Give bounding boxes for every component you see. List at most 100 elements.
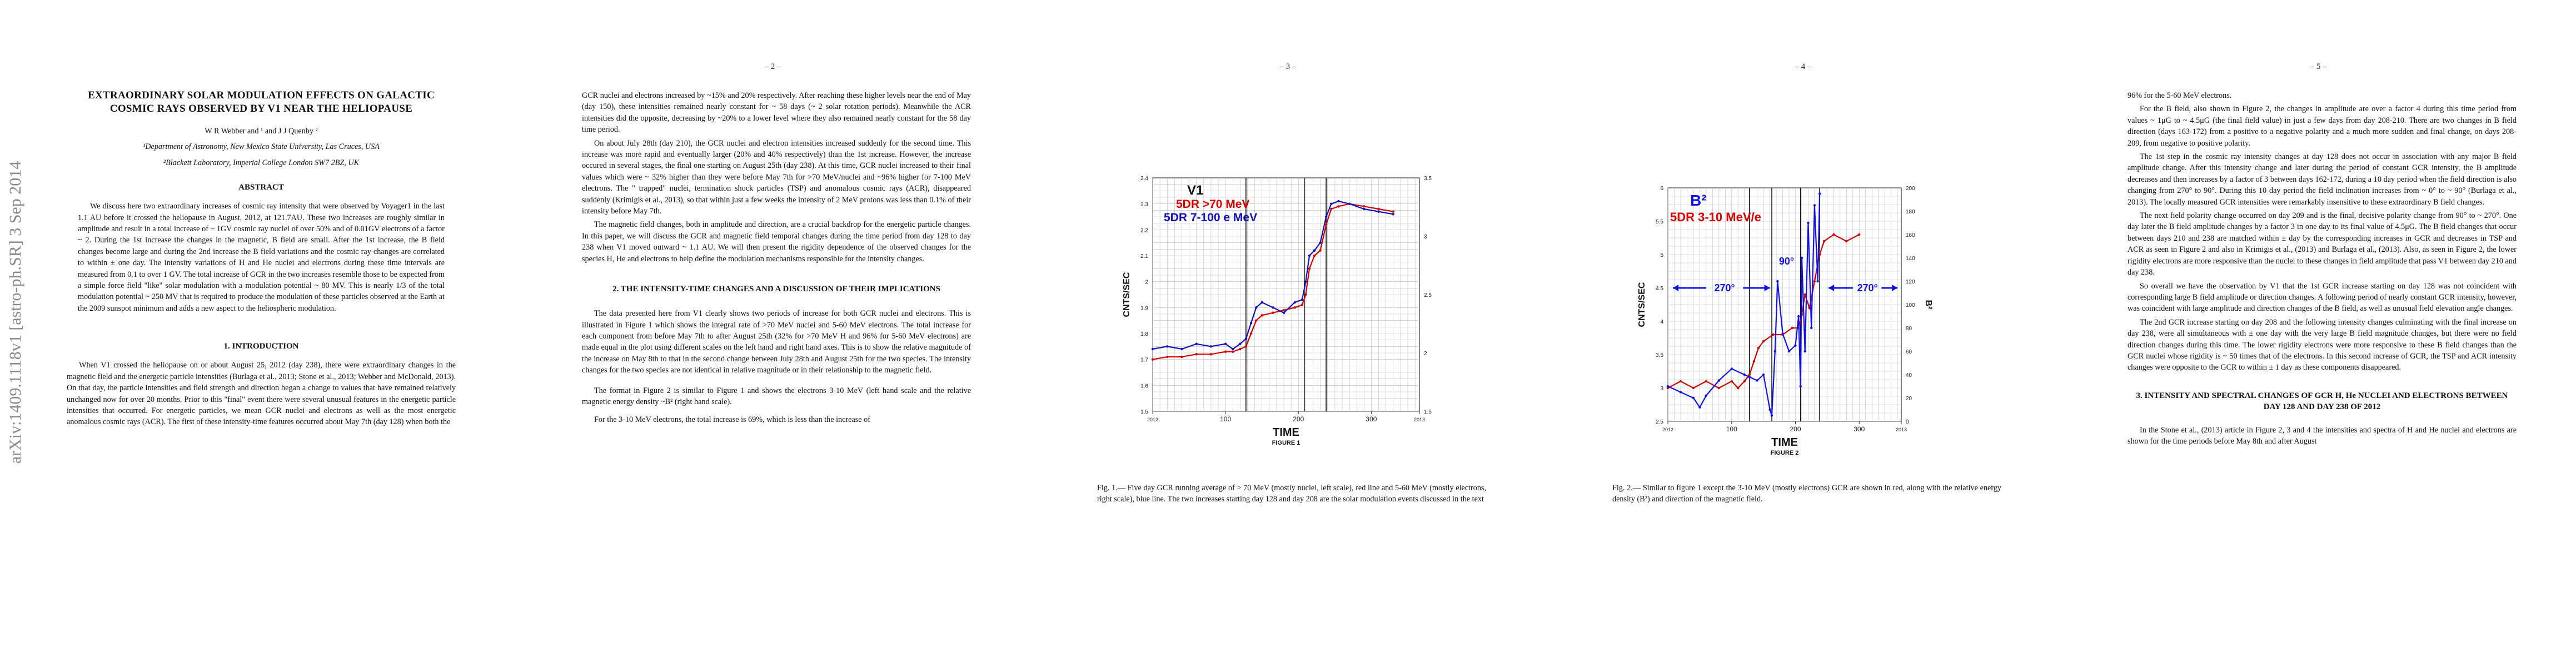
- abstract-text: We discuss here two extraordinary increa…: [78, 202, 445, 313]
- y-left-tick-label: 5.5: [1656, 219, 1663, 225]
- data-point: [1249, 332, 1253, 335]
- data-point: [1304, 280, 1307, 283]
- page1-column: EXTRAORDINARY SOLAR MODULATION EFFECTS O…: [67, 89, 456, 430]
- data-point: [1743, 380, 1746, 383]
- paragraph: In the Stone et al., (2013) article in F…: [2127, 425, 2517, 446]
- y-left-tick-label: 1.6: [1140, 383, 1148, 389]
- page2-column: GCR nuclei and electrons increased by ~1…: [582, 90, 971, 428]
- data-point: [1705, 380, 1708, 383]
- data-point: [1845, 240, 1848, 243]
- data-point: [1363, 205, 1366, 208]
- x-axis-label: TIME: [1771, 436, 1798, 449]
- data-point: [1337, 200, 1340, 203]
- y-left-tick-label: 1.7: [1140, 357, 1148, 364]
- data-point: [1666, 385, 1670, 388]
- y-left-tick-label: 2.5: [1656, 419, 1663, 425]
- y-left-tick-label: 1.5: [1140, 409, 1148, 415]
- paragraph: 96% for the 5-60 MeV electrons.: [2127, 91, 2232, 100]
- data-point: [1692, 396, 1695, 400]
- y-left-tick-label: 5: [1660, 252, 1663, 258]
- data-point: [1249, 322, 1253, 325]
- data-point: [1324, 223, 1328, 226]
- figure-1: 2012 100 200 300 2013 1.5 1.6 1.7 1.8 1.9 2 2.1 2.2 2…: [1086, 167, 1486, 470]
- data-point: [1244, 345, 1248, 348]
- data-point: [1195, 353, 1198, 356]
- data-point: [1757, 346, 1760, 350]
- direction-arrowhead: [1892, 285, 1898, 291]
- paragraph: The next field polarity change occurred …: [2127, 211, 2517, 277]
- direction-label: 270°: [1857, 282, 1878, 293]
- data-point: [1810, 326, 1813, 330]
- data-point: [1255, 319, 1258, 322]
- x-tick-label: 200: [1790, 425, 1801, 433]
- y-right-tick-label: 2.5: [1424, 292, 1432, 298]
- data-point: [1794, 344, 1797, 347]
- data-point: [1330, 207, 1333, 211]
- page-5: – 5 – 96% for the 5-60 MeV electrons. Fo…: [2061, 0, 2576, 667]
- figure-1-caption: Fig. 1.— Five day GCR running average of…: [1097, 484, 1486, 504]
- direction-label: 90°: [1779, 256, 1794, 267]
- direction-arrowhead: [1673, 285, 1679, 291]
- figure-label: FIGURE 2: [1771, 450, 1799, 456]
- y-left-tick-label: 2.1: [1140, 253, 1148, 260]
- y-right-tick-label: 80: [1906, 326, 1912, 332]
- data-point: [1239, 342, 1242, 345]
- data-point: [1363, 207, 1366, 211]
- data-point: [1717, 379, 1721, 382]
- data-point: [1313, 249, 1316, 252]
- paragraph: For the 3-10 MeV electrons, the total in…: [594, 415, 870, 425]
- data-point: [1282, 311, 1285, 314]
- data-point: [1822, 240, 1826, 243]
- data-point: [1293, 301, 1296, 304]
- paragraph: GCR nuclei and electrons increased by ~1…: [582, 91, 971, 135]
- y-right-tick-label: 2: [1424, 351, 1427, 357]
- data-point: [1813, 204, 1816, 207]
- y-right-tick-label: 180: [1906, 209, 1915, 215]
- data-point: [1743, 373, 1746, 376]
- affiliation-2: ²Blackett Laboratory, Imperial College L…: [163, 158, 360, 167]
- data-point: [1679, 380, 1682, 383]
- data-point: [1272, 311, 1274, 314]
- figure-2-caption: Fig. 2.— Similar to figure 1 except the …: [1612, 484, 2001, 504]
- data-point: [1301, 298, 1304, 301]
- data-point: [1698, 406, 1701, 409]
- data-point: [1730, 380, 1733, 383]
- paragraph: The magnetic field changes, both in ampl…: [582, 220, 971, 263]
- page-3: – 3 – 2012 100 200 300 2013 1.5 1.6 1.7 1.8 1.9 2 2…: [1030, 0, 1546, 667]
- y-right-tick-label: 40: [1906, 372, 1912, 379]
- paragraph: So overall we have the observation by V1…: [2127, 281, 2517, 313]
- y-left-tick-label: 4.5: [1656, 286, 1663, 292]
- data-point: [1224, 350, 1227, 353]
- data-point: [1319, 249, 1322, 252]
- data-point: [1808, 306, 1811, 310]
- x-tick-label: 100: [1220, 415, 1231, 423]
- y-right-axis-label: B²: [1924, 300, 1933, 310]
- data-point: [1776, 280, 1779, 283]
- data-point: [1772, 333, 1775, 336]
- y-left-tick-label: 1.8: [1140, 331, 1148, 337]
- data-point: [1239, 347, 1242, 351]
- y-left-tick-label: 4: [1660, 319, 1663, 325]
- data-point: [1330, 202, 1333, 205]
- data-point: [1730, 367, 1733, 370]
- x-tick-label: 200: [1293, 415, 1304, 423]
- authors: W R Webber and ¹ and J J Quenby ²: [205, 127, 318, 136]
- data-point: [1832, 233, 1835, 236]
- paragraph: The 1st step in the cosmic ray intensity…: [2127, 152, 2517, 207]
- data-point: [1308, 267, 1311, 270]
- figure-label: FIGURE 1: [1272, 440, 1301, 446]
- x-tick-label: 2013: [1896, 427, 1907, 432]
- data-point: [1737, 386, 1740, 390]
- data-point: [1244, 337, 1248, 340]
- y-right-tick-label: 3.5: [1424, 176, 1432, 182]
- data-point: [1705, 394, 1708, 397]
- data-point: [1392, 210, 1394, 213]
- paragraph: The data presented here from V1 clearly …: [582, 309, 971, 375]
- page-2: – 2 – GCR nuclei and electrons increased…: [515, 0, 1030, 667]
- data-point: [1813, 280, 1816, 283]
- direction-arrowhead: [1764, 285, 1770, 291]
- y-left-tick-label: 6: [1660, 186, 1663, 192]
- y-right-tick-label: 60: [1906, 349, 1912, 355]
- y-left-tick-label: 2.4: [1140, 176, 1148, 182]
- data-point: [1748, 373, 1751, 376]
